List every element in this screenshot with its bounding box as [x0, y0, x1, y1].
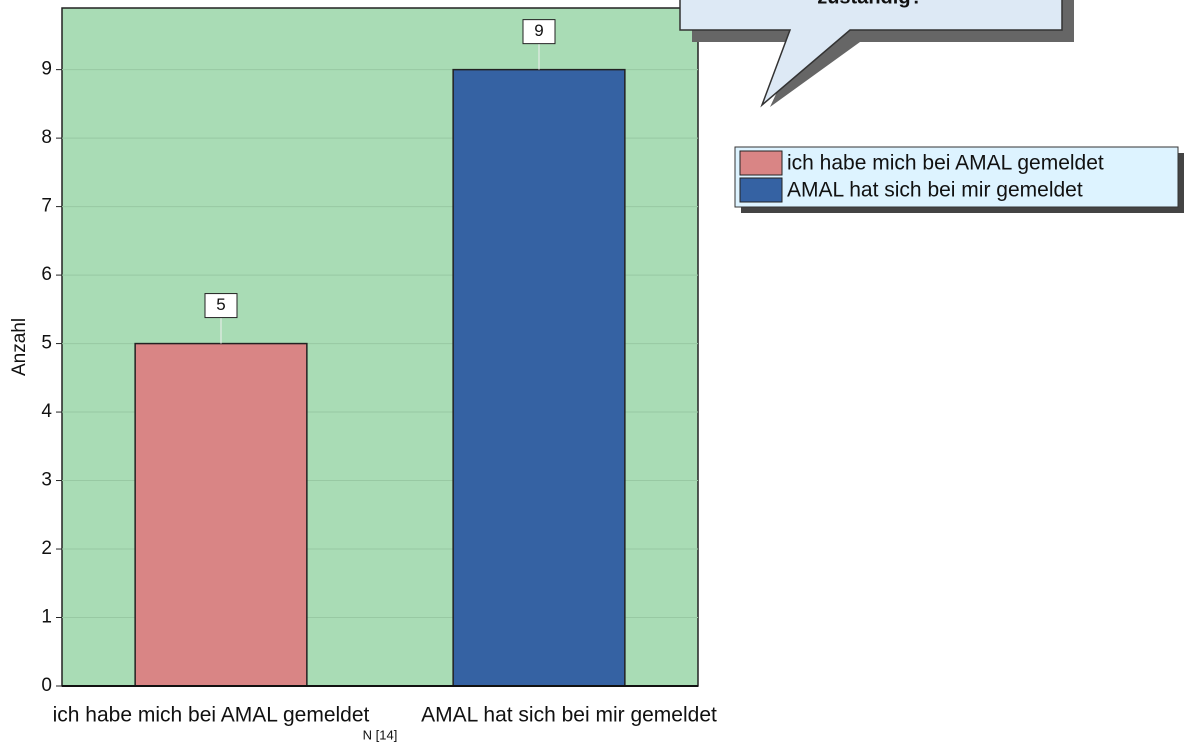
y-tick-label: 6: [41, 264, 52, 285]
x-axis-label: N [14]: [363, 727, 398, 742]
data-label: 5: [216, 295, 225, 314]
bar: [452, 68, 626, 687]
y-tick-label: 0: [41, 675, 52, 696]
bar: [134, 342, 308, 687]
legend-swatch: [739, 150, 783, 176]
y-tick-label: 3: [41, 470, 52, 491]
y-tick-label: 8: [41, 127, 52, 148]
data-label: 9: [534, 21, 543, 40]
label-box: [522, 19, 556, 45]
x-tick-label: AMAL hat sich bei mir gemeldet: [421, 704, 717, 727]
y-tick-label: 5: [41, 333, 52, 354]
x-tick-label: ich habe mich bei AMAL gemeldet: [53, 704, 370, 727]
y-tick-label: 7: [41, 196, 52, 217]
y-tick-label: 9: [41, 59, 52, 80]
y-tick-label: 1: [41, 607, 52, 628]
y-tick-label: 4: [41, 401, 52, 422]
label-box: [204, 293, 238, 319]
callout: zuständig?: [679, 0, 1074, 108]
callout-text: zuständig?: [817, 0, 923, 8]
legend-label: ich habe mich bei AMAL gemeldet: [787, 152, 1104, 175]
legend-swatch: [739, 177, 783, 203]
y-axis-label: Anzahl: [9, 318, 30, 376]
y-tick-label: 2: [41, 538, 52, 559]
legend-label: AMAL hat sich bei mir gemeldet: [787, 179, 1083, 202]
legend: [734, 146, 1184, 213]
